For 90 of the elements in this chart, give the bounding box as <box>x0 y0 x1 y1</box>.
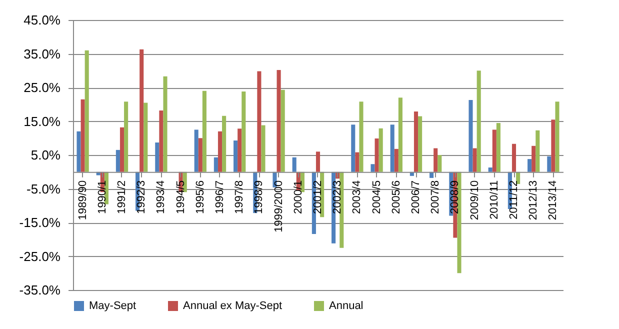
bar <box>116 150 120 172</box>
bar <box>214 157 218 172</box>
bar <box>496 122 500 172</box>
x-tick-label: 1992/3 <box>136 180 148 214</box>
bar <box>257 71 262 172</box>
bar <box>394 148 398 172</box>
bar <box>390 124 394 172</box>
bar <box>261 125 266 172</box>
legend-label: Annual ex May-Sept <box>183 300 282 312</box>
x-tick-label: 2006/7 <box>410 180 422 214</box>
x-tick-label: 1996/7 <box>214 180 226 214</box>
x-tick-label: 2012/13 <box>528 180 540 220</box>
bar <box>242 92 246 172</box>
y-tick-label: -25.0% <box>19 248 61 264</box>
bar <box>359 102 364 172</box>
x-tick-label: 2002/3 <box>332 180 344 214</box>
y-tick-label: -5.0% <box>26 181 61 196</box>
x-tick-label: 1994/5 <box>174 180 187 214</box>
x-tick-label: 2007/8 <box>430 180 442 214</box>
bar <box>472 148 477 172</box>
x-tick-label: 1998/9 <box>253 180 266 214</box>
bar <box>163 76 168 172</box>
bar <box>488 167 492 172</box>
bar <box>551 120 556 172</box>
x-tick-label: 1991/2 <box>116 180 128 214</box>
bar <box>194 130 198 172</box>
x-tick-label: 2008/9 <box>449 180 462 214</box>
bar <box>316 152 320 172</box>
y-tick-label: 5.0% <box>30 148 61 162</box>
x-tick-label: 2004/5 <box>370 180 383 214</box>
y-tick-label: 25.0% <box>24 80 61 95</box>
bar <box>374 138 379 172</box>
bar <box>120 127 124 172</box>
x-tick-label: 2000/1 <box>292 180 304 214</box>
bar <box>434 148 438 172</box>
bar <box>292 157 296 172</box>
bar <box>547 156 552 172</box>
y-tick-label: 15.0% <box>24 114 61 129</box>
bar <box>398 98 402 172</box>
bar <box>536 130 540 172</box>
bar <box>414 111 418 172</box>
bar <box>80 99 85 172</box>
bar <box>280 90 285 172</box>
bar <box>144 102 148 172</box>
bar <box>492 130 496 172</box>
x-tick-label: 1997/8 <box>234 180 246 214</box>
bar <box>222 116 226 172</box>
y-tick-label: -35.0% <box>19 282 61 298</box>
bar <box>555 102 560 172</box>
bar <box>351 124 356 172</box>
bar <box>276 70 281 172</box>
bar <box>84 50 89 172</box>
x-tick-label: 2010/11 <box>488 180 500 220</box>
bar <box>238 128 242 172</box>
bar <box>370 164 375 172</box>
bar <box>140 49 144 172</box>
bar <box>155 142 160 172</box>
bar <box>355 152 360 172</box>
bar <box>378 128 383 172</box>
x-tick-label: 2011/12 <box>508 180 520 220</box>
legend-label: Annual <box>329 300 364 312</box>
bar <box>218 131 222 172</box>
x-tick-label: 2001/2 <box>312 180 324 214</box>
bar <box>528 159 532 172</box>
x-tick-label: 1999/2000 <box>272 180 285 232</box>
x-tick-label: 1993/4 <box>155 180 168 214</box>
bar <box>512 144 516 172</box>
y-tick-label: 35.0% <box>24 46 61 62</box>
x-tick-label: 1990/1 <box>96 180 108 214</box>
bar <box>234 140 238 172</box>
legend-label: May-Sept <box>89 300 136 312</box>
x-tick-label: 1995/6 <box>194 180 206 214</box>
bar <box>124 102 128 172</box>
bar <box>457 172 462 274</box>
bar <box>159 110 164 172</box>
x-tick-label: 2013/14 <box>547 180 560 220</box>
bar <box>76 131 81 172</box>
y-tick-label: -15.0% <box>19 215 61 230</box>
bar <box>476 70 481 172</box>
bar <box>418 116 422 172</box>
x-tick-label: 2005/6 <box>390 180 402 214</box>
bar <box>202 90 206 172</box>
bar <box>532 146 536 172</box>
x-tick-label: 1989/90 <box>76 180 89 220</box>
bar <box>468 100 473 172</box>
bar <box>438 155 442 172</box>
x-tick-label: 2003/4 <box>351 180 364 214</box>
x-tick-label: 2009/10 <box>468 180 481 220</box>
bar <box>198 138 202 172</box>
y-tick-label: 45.0% <box>24 12 61 28</box>
